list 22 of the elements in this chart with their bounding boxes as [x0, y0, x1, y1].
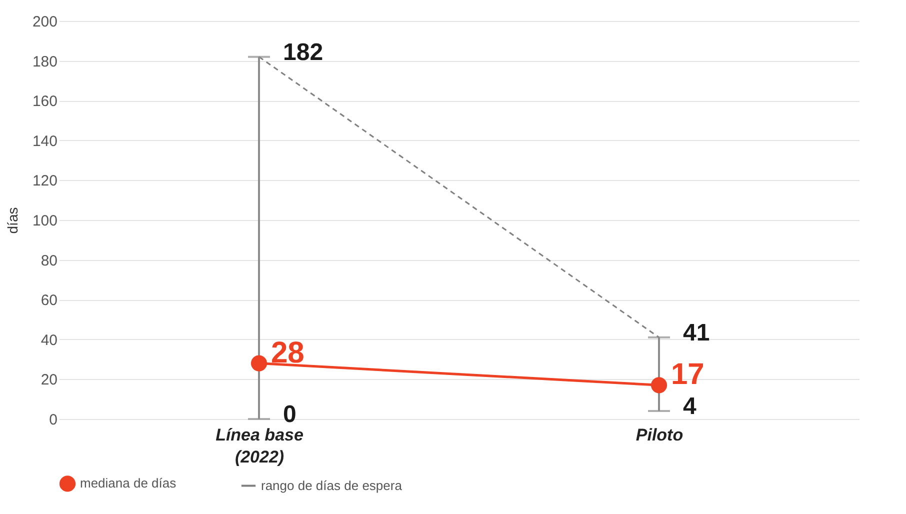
x-tick-label: Piloto [636, 426, 684, 444]
annotation: 182 [283, 38, 324, 66]
y-tick-label: 160 [32, 93, 58, 110]
annotation: 4 [683, 393, 697, 420]
x-tick-label: Línea base (2022) [216, 426, 304, 466]
y-tick-label: 60 [40, 292, 58, 310]
y-tick-label: 0 [49, 412, 58, 428]
legend-label: mediana de días [80, 476, 177, 491]
data-label: 28 [271, 336, 304, 370]
y-tick-label: 40 [40, 332, 58, 349]
annotation: 41 [683, 319, 710, 346]
y-tick-label: 80 [40, 252, 58, 270]
y-tick-label: 140 [32, 132, 58, 150]
data-label: 17 [671, 358, 704, 392]
y-tick-label: 180 [32, 53, 58, 70]
y-tick-label: 120 [32, 172, 58, 190]
y-tick-label: 100 [32, 212, 58, 230]
y-axis-title: días [4, 207, 20, 234]
legend-label: rango de días de espera [261, 478, 403, 493]
y-tick-label: 200 [32, 14, 58, 30]
annotation: 0 [283, 401, 296, 428]
y-tick-label: 20 [40, 372, 58, 389]
